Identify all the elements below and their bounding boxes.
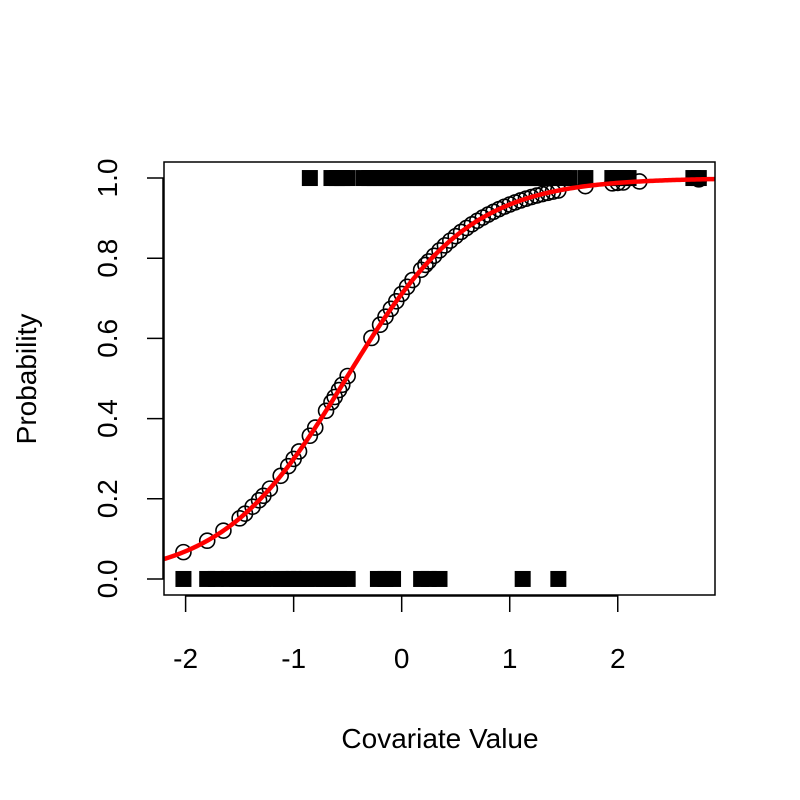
outcome-square-point [385,570,402,587]
fitted-circle-point [333,376,351,394]
fitted-circle-point [431,242,448,259]
fitted-circle-point [425,247,443,265]
logistic-curve [164,176,715,562]
outcome-square-point [514,570,531,587]
plot-frame [163,161,716,596]
y-tick-label: 0.4 [92,399,123,438]
y-axis: 0.0 0.2 0.4 0.6 0.8 1.0 [92,159,164,598]
y-tick-label: 0.8 [92,239,123,278]
fitted-circle-point [250,491,268,509]
x-tick-label: 2 [610,643,626,674]
x-tick-label: 0 [394,643,410,674]
outcome-square-point [339,170,356,187]
y-tick-label: 0.2 [92,479,123,518]
outcome-square-point [561,170,578,187]
x-axis-title: Covariate Value [341,723,538,754]
outcome-square-point [431,570,448,587]
fitted-circle-point [442,232,459,249]
fitted-circle-point [339,367,356,385]
x-tick-label: 1 [502,643,518,674]
x-tick-label: -1 [281,643,306,674]
fitted-circle-point [404,271,421,289]
plot-layer [164,170,715,587]
y-axis-title: Probability [11,314,42,445]
fitted-circle-point [261,480,279,497]
fitted-circle-point [306,419,324,436]
fitted-circle-point [301,427,319,445]
fitted-circle-point [290,443,308,460]
fitted-circle-point [452,223,470,241]
fitted-circle-point [436,237,454,254]
outcome-square-point [175,570,192,587]
fitted-circle-point [447,227,465,245]
fitted-circle-point [175,543,192,561]
fitted-circle-point [371,316,389,334]
outcome-square-point [339,570,356,587]
outcome-square-point [301,170,318,187]
x-axis: -2 -1 0 1 2 [173,595,626,674]
fitted-circle-point [198,532,216,550]
outcome-0-markers [175,570,567,587]
fitted-circle-point [417,256,434,274]
fitted-circle-point [244,498,261,516]
outcome-square-point [550,570,567,587]
y-tick-label: 1.0 [92,159,123,198]
fitted-circle-point [363,329,380,347]
fitted-circle-point [231,510,248,527]
fitted-circle-point [215,522,232,539]
x-tick-label: -2 [173,643,198,674]
fitted-circle-point [420,253,437,270]
fitted-circle-point [317,402,335,420]
outcome-square-point [207,570,224,587]
y-tick-label: 0.6 [92,319,123,358]
y-tick-label: 0.0 [92,559,123,598]
